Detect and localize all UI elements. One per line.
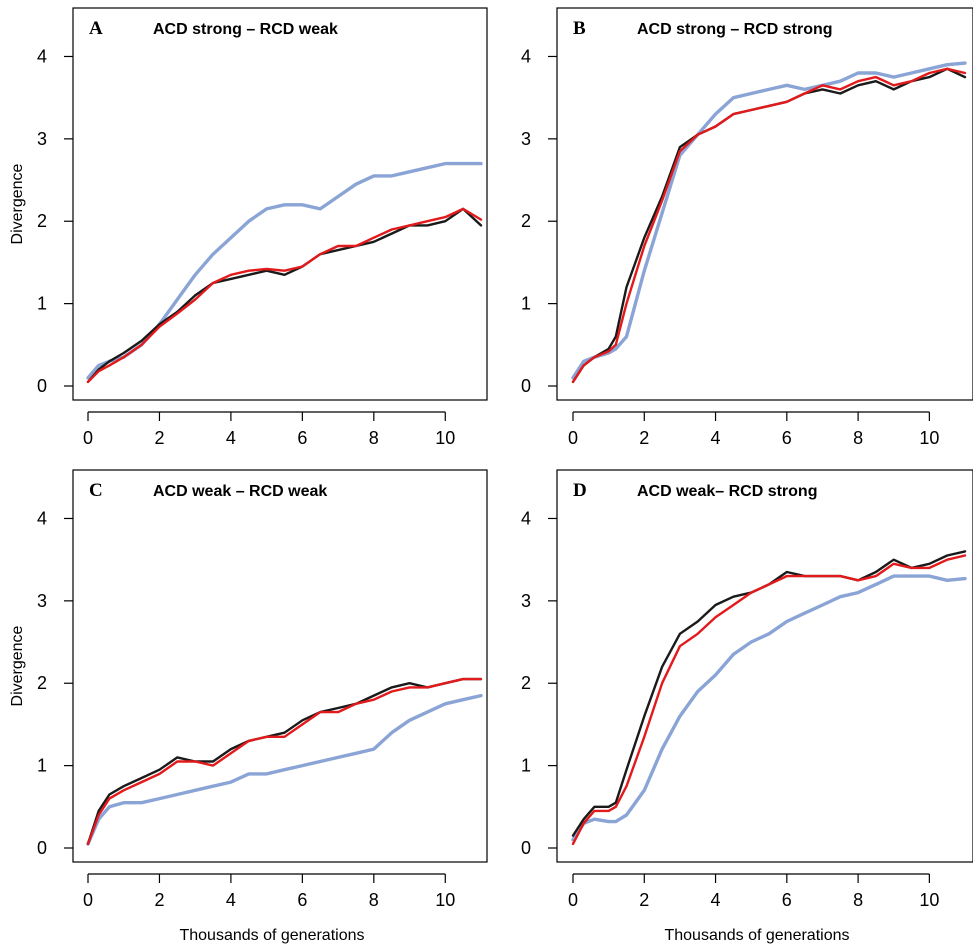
y-tick-label: 0 bbox=[37, 838, 47, 858]
y-tick-label: 4 bbox=[37, 46, 47, 66]
y-tick-label: 0 bbox=[37, 376, 47, 396]
x-tick-label: 8 bbox=[369, 428, 379, 448]
panel-b: B ACD strong – RCD strong 0 1 2 3 4 0 2 4 6 8 10 bbox=[521, 7, 973, 448]
y-tick-label: 0 bbox=[521, 376, 531, 396]
plot-frame bbox=[72, 7, 488, 401]
series-line-black bbox=[86, 207, 483, 384]
y-tick-label: 2 bbox=[37, 211, 47, 231]
x-tick-label: 4 bbox=[226, 890, 236, 910]
series-line-black bbox=[571, 550, 967, 837]
x-tick-label: 10 bbox=[435, 890, 455, 910]
series-line-red bbox=[571, 67, 967, 384]
panel-c: C ACD weak – RCD weak 0 1 2 3 4 0 2 4 6 8 10 Divergen… bbox=[9, 469, 488, 944]
y-tick-label: 2 bbox=[37, 673, 47, 693]
x-tick-label: 2 bbox=[154, 428, 164, 448]
y-tick-label: 2 bbox=[521, 673, 531, 693]
plot-frame bbox=[556, 469, 973, 863]
x-tick-label: 6 bbox=[782, 428, 792, 448]
series-line-blue bbox=[571, 574, 967, 842]
y-tick-label: 4 bbox=[521, 46, 531, 66]
plot-frame bbox=[72, 469, 488, 863]
y-tick-label: 1 bbox=[37, 756, 47, 776]
series-line-red bbox=[571, 554, 967, 846]
x-tick-label: 2 bbox=[154, 890, 164, 910]
panel-title: ACD weak – RCD weak bbox=[153, 483, 327, 500]
panel-letter: D bbox=[573, 480, 587, 501]
series-line-black bbox=[86, 677, 483, 846]
panel-d: D ACD weak– RCD strong 0 1 2 3 4 0 2 4 6 8 10 Thousan… bbox=[521, 469, 973, 944]
panel-title: ACD strong – RCD strong bbox=[637, 21, 833, 38]
panel-a: A ACD strong – RCD weak 0 1 2 3 4 0 2 4 6 8 10 Diverg… bbox=[9, 7, 488, 448]
plot-frame bbox=[556, 7, 973, 401]
x-tick-label: 0 bbox=[83, 428, 93, 448]
y-tick-label: 3 bbox=[521, 591, 531, 611]
x-tick-label: 0 bbox=[568, 890, 578, 910]
y-tick-label: 1 bbox=[521, 756, 531, 776]
series-line-black bbox=[571, 67, 967, 384]
x-tick-label: 8 bbox=[853, 890, 863, 910]
y-tick-label: 1 bbox=[37, 294, 47, 314]
x-tick-label: 6 bbox=[297, 890, 307, 910]
x-tick-label: 6 bbox=[297, 428, 307, 448]
x-tick-label: 8 bbox=[853, 428, 863, 448]
x-tick-label: 4 bbox=[711, 428, 721, 448]
series-line-blue bbox=[86, 693, 483, 846]
y-tick-label: 4 bbox=[37, 508, 47, 528]
x-tick-label: 0 bbox=[568, 428, 578, 448]
x-tick-label: 6 bbox=[782, 890, 792, 910]
series-line-blue bbox=[571, 61, 967, 380]
x-tick-label: 2 bbox=[639, 428, 649, 448]
x-tick-label: 4 bbox=[226, 428, 236, 448]
x-tick-label: 2 bbox=[639, 890, 649, 910]
y-tick-label: 3 bbox=[37, 591, 47, 611]
series-line-red bbox=[86, 207, 483, 384]
x-tick-label: 10 bbox=[919, 890, 939, 910]
y-tick-label: 3 bbox=[37, 129, 47, 149]
panel-title: ACD weak– RCD strong bbox=[637, 483, 817, 500]
series-line-red bbox=[86, 677, 483, 846]
x-axis-title: Thousands of generations bbox=[664, 927, 849, 944]
panel-letter: B bbox=[573, 18, 586, 39]
x-tick-label: 0 bbox=[83, 890, 93, 910]
x-tick-label: 10 bbox=[435, 428, 455, 448]
y-tick-label: 4 bbox=[521, 508, 531, 528]
panel-letter: C bbox=[89, 480, 103, 501]
panel-letter: A bbox=[89, 18, 103, 39]
x-tick-label: 10 bbox=[919, 428, 939, 448]
x-tick-label: 4 bbox=[711, 890, 721, 910]
x-tick-label: 8 bbox=[369, 890, 379, 910]
y-tick-label: 0 bbox=[521, 838, 531, 858]
y-axis-title: Divergence bbox=[9, 625, 26, 706]
y-tick-label: 3 bbox=[521, 129, 531, 149]
panel-title: ACD strong – RCD weak bbox=[153, 21, 338, 38]
x-axis-title: Thousands of generations bbox=[179, 927, 364, 944]
y-tick-label: 1 bbox=[521, 294, 531, 314]
y-tick-label: 2 bbox=[521, 211, 531, 231]
y-axis-title: Divergence bbox=[9, 163, 26, 244]
